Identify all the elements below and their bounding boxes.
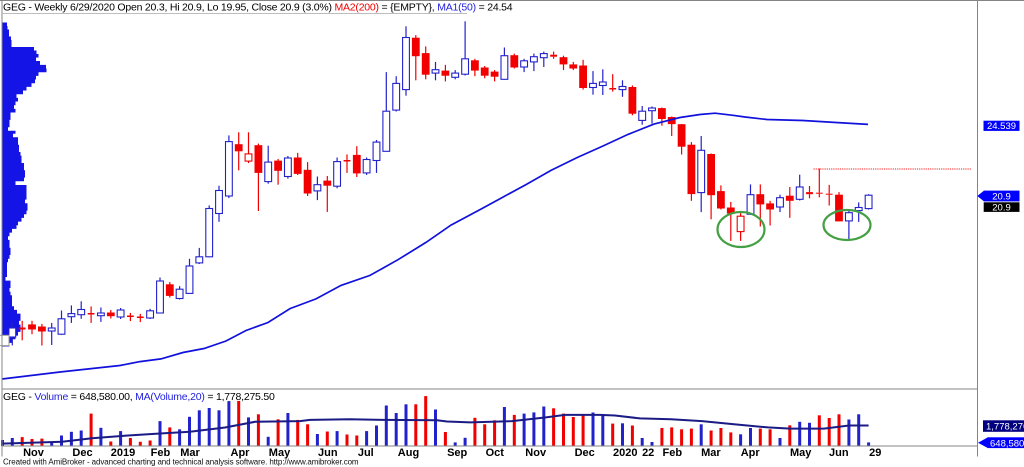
- svg-text:GEG - Volume = 648,580.00, MA(: GEG - Volume = 648,580.00, MA(Volume,20)…: [3, 391, 275, 403]
- svg-text:Aug: Aug: [398, 447, 419, 459]
- svg-text:Mar: Mar: [180, 447, 200, 459]
- svg-text:May: May: [790, 447, 812, 459]
- svg-text:Created with AmiBroker - advan: Created with AmiBroker - advanced charti…: [3, 458, 359, 467]
- svg-text:Nov: Nov: [23, 447, 45, 459]
- svg-text:Oct: Oct: [486, 447, 505, 459]
- svg-text:Dec: Dec: [72, 447, 92, 459]
- svg-text:2020: 2020: [613, 447, 637, 459]
- svg-text:29: 29: [869, 447, 881, 459]
- svg-text:24.539: 24.539: [987, 121, 1016, 132]
- svg-text:1,778,276: 1,778,276: [986, 422, 1024, 433]
- svg-text:Nov: Nov: [525, 447, 547, 459]
- svg-text:648,580: 648,580: [990, 438, 1024, 449]
- svg-text:20.9: 20.9: [992, 191, 1011, 202]
- svg-text:Dec: Dec: [575, 447, 595, 459]
- svg-text:20.9: 20.9: [992, 202, 1011, 213]
- svg-text:22: 22: [642, 447, 654, 459]
- svg-text:Apr: Apr: [741, 447, 761, 459]
- svg-text:Jun: Jun: [829, 447, 849, 459]
- svg-text:GEG - Weekly 6/29/2020 Open 20: GEG - Weekly 6/29/2020 Open 20.3, Hi 20.…: [3, 1, 513, 13]
- svg-text:Jul: Jul: [358, 447, 374, 459]
- svg-text:2019: 2019: [111, 447, 135, 459]
- svg-text:Apr: Apr: [231, 447, 251, 459]
- svg-text:Mar: Mar: [701, 447, 721, 459]
- svg-text:Feb: Feb: [151, 447, 171, 459]
- svg-text:Jun: Jun: [318, 447, 338, 459]
- svg-text:May: May: [269, 447, 291, 459]
- svg-text:Sep: Sep: [447, 447, 467, 459]
- svg-text:Feb: Feb: [663, 447, 683, 459]
